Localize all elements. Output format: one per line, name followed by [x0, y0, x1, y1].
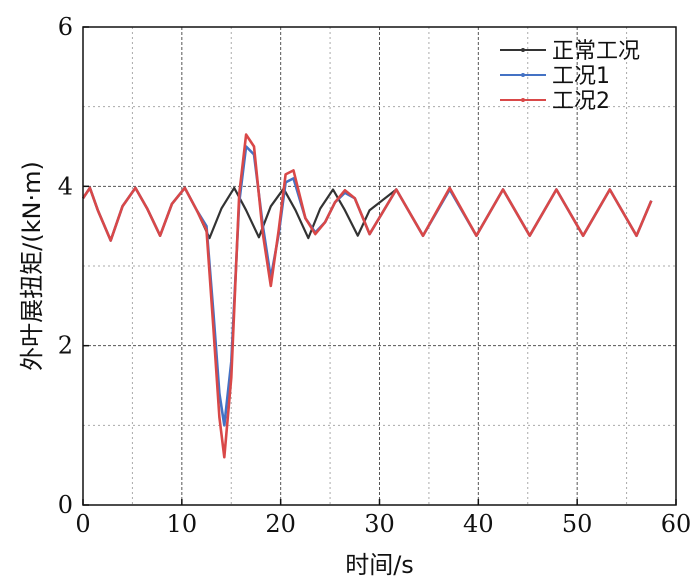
x-tick-label: 60: [661, 510, 692, 538]
legend-label-1: 正常工况: [552, 39, 640, 64]
ticks: 0 10 20 30 40 50 60 0 2 4 6: [58, 13, 692, 538]
grid: [83, 27, 676, 505]
legend-marker-2: [521, 73, 525, 77]
x-tick-label: 20: [265, 510, 296, 538]
x-tick-label: 50: [562, 510, 593, 538]
y-tick-label: 2: [58, 332, 73, 360]
x-axis-title: 时间/s: [345, 551, 414, 579]
x-tick-label: 30: [364, 510, 395, 538]
series-line-3: [81, 133, 653, 459]
legend-label-2: 工况1: [552, 64, 610, 89]
y-tick-label: 4: [58, 172, 73, 200]
legend-marker-3: [521, 98, 525, 102]
y-tick-label: 6: [58, 13, 73, 41]
series-line-2: [81, 145, 653, 427]
x-tick-label: 10: [167, 510, 198, 538]
x-tick-label: 40: [463, 510, 494, 538]
y-tick-label: 0: [58, 491, 73, 519]
legend-marker-1: [521, 48, 525, 52]
y-axis-title: 外叶展扭矩/(kN·m): [18, 161, 46, 371]
x-tick-label: 0: [75, 510, 90, 538]
series-layer: [81, 133, 653, 459]
legend-label-3: 工况2: [552, 89, 610, 114]
